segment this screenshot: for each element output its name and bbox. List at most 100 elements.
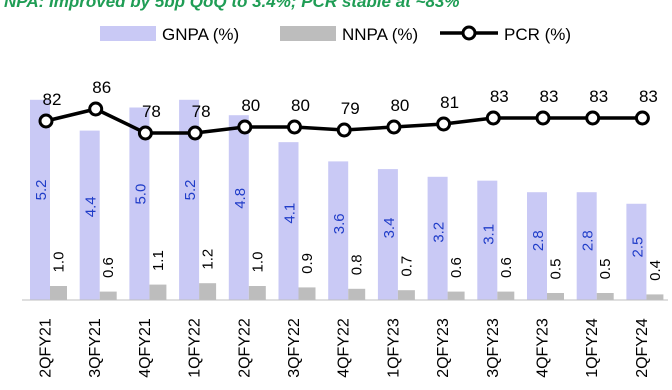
pcr-value-label-4QFY22: 79 bbox=[341, 99, 360, 118]
pcr-marker-1QFY24 bbox=[585, 110, 601, 126]
gnpa-value-label-2QFY24: 2.5 bbox=[629, 237, 646, 258]
gnpa-value-label-3QFY23: 3.1 bbox=[480, 224, 497, 245]
gnpa-bar-2QFY21 bbox=[30, 99, 50, 300]
pcr-value-label-4QFY23: 83 bbox=[540, 87, 559, 106]
gnpa-bar-1QFY24 bbox=[576, 192, 597, 300]
nnpa-value-label-3QFY22: 0.9 bbox=[299, 253, 316, 274]
nnpa-bar-2QFY24 bbox=[646, 294, 664, 300]
pcr-value-label-1QFY23: 80 bbox=[390, 96, 409, 115]
pcr-marker-1QFY23 bbox=[386, 119, 402, 135]
nnpa-value-label-3QFY21: 0.6 bbox=[100, 257, 117, 278]
x-tick-label-1QFY22: 1QFY22 bbox=[187, 318, 204, 378]
gnpa-value-label-4QFY22: 3.6 bbox=[331, 213, 348, 234]
bar-labels: 5.2 1.0 4.4 0.6 5.0 1.1 5.2 1.2 4.8 1.0 4.1 0.9 3.6 0… bbox=[33, 179, 664, 280]
nnpa-bar-3QFY22 bbox=[298, 287, 316, 300]
pcr-marker-4QFY22 bbox=[336, 122, 352, 138]
legend-label: NNPA (%) bbox=[342, 25, 418, 44]
gnpa-value-label-2QFY23: 3.2 bbox=[431, 222, 448, 243]
pcr-value-label-3QFY22: 80 bbox=[291, 96, 310, 115]
gnpa-bar-4QFY23 bbox=[527, 192, 547, 300]
legend-item-3: PCR (%) bbox=[440, 25, 571, 44]
pcr-marker-3QFY21 bbox=[88, 101, 104, 117]
gnpa-bar-2QFY22 bbox=[228, 115, 249, 300]
gnpa-value-label-3QFY21: 4.4 bbox=[83, 196, 100, 217]
pcr-line-series bbox=[38, 101, 650, 141]
nnpa-value-label-2QFY24: 0.4 bbox=[647, 260, 664, 281]
x-tick-label-2QFY21: 2QFY21 bbox=[38, 318, 55, 378]
legend-item-2: NNPA (%) bbox=[280, 25, 418, 44]
nnpa-bar-1QFY23 bbox=[397, 290, 415, 300]
pcr-value-label-3QFY21: 86 bbox=[92, 78, 111, 97]
chart-title-text: NPA: Improved by 5bp QoQ to 3.4%; PCR st… bbox=[4, 0, 460, 11]
legend-item-1: GNPA (%) bbox=[100, 25, 239, 44]
pcr-marker-2QFY22 bbox=[237, 119, 253, 135]
nnpa-bar-1QFY24 bbox=[596, 293, 614, 300]
nnpa-bar-4QFY23 bbox=[547, 293, 564, 300]
legend-swatch bbox=[280, 26, 336, 41]
gnpa-bar-1QFY23 bbox=[377, 169, 398, 300]
gnpa-value-label-1QFY23: 3.4 bbox=[381, 218, 398, 239]
pcr-marker-1QFY22 bbox=[187, 125, 203, 141]
x-tick-label-3QFY21: 3QFY21 bbox=[87, 318, 104, 378]
pcr-marker-3QFY22 bbox=[287, 119, 302, 135]
nnpa-bar-2QFY21 bbox=[50, 286, 67, 300]
gnpa-bar-3QFY21 bbox=[79, 130, 100, 300]
nnpa-bar-1QFY22 bbox=[199, 283, 217, 300]
x-tick-label-4QFY23: 4QFY23 bbox=[535, 318, 552, 378]
legend-swatch bbox=[100, 26, 156, 41]
x-tick-label-4QFY22: 4QFY22 bbox=[336, 318, 353, 378]
pcr-value-label-2QFY22: 80 bbox=[241, 96, 260, 115]
gnpa-bar-4QFY22 bbox=[328, 161, 349, 300]
pcr-marker-2QFY24 bbox=[634, 110, 650, 126]
nnpa-value-label-1QFY23: 0.7 bbox=[398, 256, 415, 277]
nnpa-bar-2QFY22 bbox=[248, 286, 266, 300]
pcr-value-label-3QFY23: 83 bbox=[490, 87, 509, 106]
pcr-value-label-2QFY24: 83 bbox=[639, 87, 658, 106]
pcr-value-label-4QFY21: 78 bbox=[142, 102, 161, 121]
nnpa-value-label-2QFY22: 1.0 bbox=[249, 252, 266, 273]
gnpa-bar-4QFY21 bbox=[129, 107, 150, 300]
nnpa-bar-4QFY21 bbox=[149, 284, 167, 300]
nnpa-value-label-4QFY21: 1.1 bbox=[150, 250, 167, 271]
pcr-marker-3QFY23 bbox=[485, 110, 501, 126]
pcr-labels: 82 86 78 78 80 80 79 80 81 83 83 83 83 bbox=[43, 78, 658, 121]
legend-label: PCR (%) bbox=[504, 25, 571, 44]
nnpa-value-label-3QFY23: 0.6 bbox=[498, 257, 515, 278]
gnpa-value-label-2QFY22: 4.8 bbox=[232, 188, 249, 209]
gnpa-value-label-3QFY22: 4.1 bbox=[282, 203, 299, 224]
pcr-value-label-2QFY23: 81 bbox=[440, 93, 459, 112]
chart-title: NPA: Improved by 5bp QoQ to 3.4%; PCR st… bbox=[0, 0, 672, 12]
gnpa-value-label-4QFY23: 2.8 bbox=[530, 230, 547, 251]
pcr-value-label-1QFY24: 83 bbox=[589, 87, 608, 106]
nnpa-value-label-1QFY22: 1.2 bbox=[200, 249, 217, 270]
pcr-marker-4QFY23 bbox=[535, 110, 551, 126]
nnpa-bar-3QFY21 bbox=[99, 291, 117, 300]
pcr-marker-2QFY21 bbox=[38, 113, 54, 129]
nnpa-value-label-4QFY22: 0.8 bbox=[349, 254, 366, 275]
x-tick-label-2QFY22: 2QFY22 bbox=[236, 318, 253, 378]
gnpa-value-label-1QFY24: 2.8 bbox=[580, 230, 597, 251]
nnpa-value-label-2QFY23: 0.6 bbox=[448, 257, 465, 278]
nnpa-value-label-1QFY24: 0.5 bbox=[597, 259, 614, 280]
pcr-marker-2QFY23 bbox=[436, 116, 452, 132]
gnpa-bar-2QFY23 bbox=[427, 176, 448, 300]
x-tick-label-2QFY24: 2QFY24 bbox=[634, 318, 651, 378]
legend-label: GNPA (%) bbox=[162, 25, 239, 44]
nnpa-bars bbox=[50, 283, 664, 300]
pcr-marker-4QFY21 bbox=[137, 125, 153, 141]
x-tick-label-4QFY21: 4QFY21 bbox=[137, 318, 154, 378]
gnpa-bar-1QFY22 bbox=[179, 99, 200, 300]
gnpa-value-label-1QFY22: 5.2 bbox=[182, 179, 199, 200]
x-tick-label-3QFY22: 3QFY22 bbox=[286, 318, 303, 378]
x-tick-label-3QFY23: 3QFY23 bbox=[485, 318, 502, 378]
pcr-value-label-2QFY21: 82 bbox=[43, 90, 62, 109]
nnpa-value-label-4QFY23: 0.5 bbox=[548, 259, 565, 280]
nnpa-bar-2QFY23 bbox=[447, 291, 465, 300]
legend: GNPA (%) NNPA (%) PCR (%) bbox=[100, 25, 571, 44]
gnpa-bars bbox=[30, 99, 647, 300]
x-tick-label-1QFY23: 1QFY23 bbox=[385, 318, 402, 378]
gnpa-bar-3QFY22 bbox=[278, 142, 299, 300]
nnpa-value-label-2QFY21: 1.0 bbox=[51, 252, 68, 273]
x-tick-label-2QFY23: 2QFY23 bbox=[435, 318, 452, 378]
